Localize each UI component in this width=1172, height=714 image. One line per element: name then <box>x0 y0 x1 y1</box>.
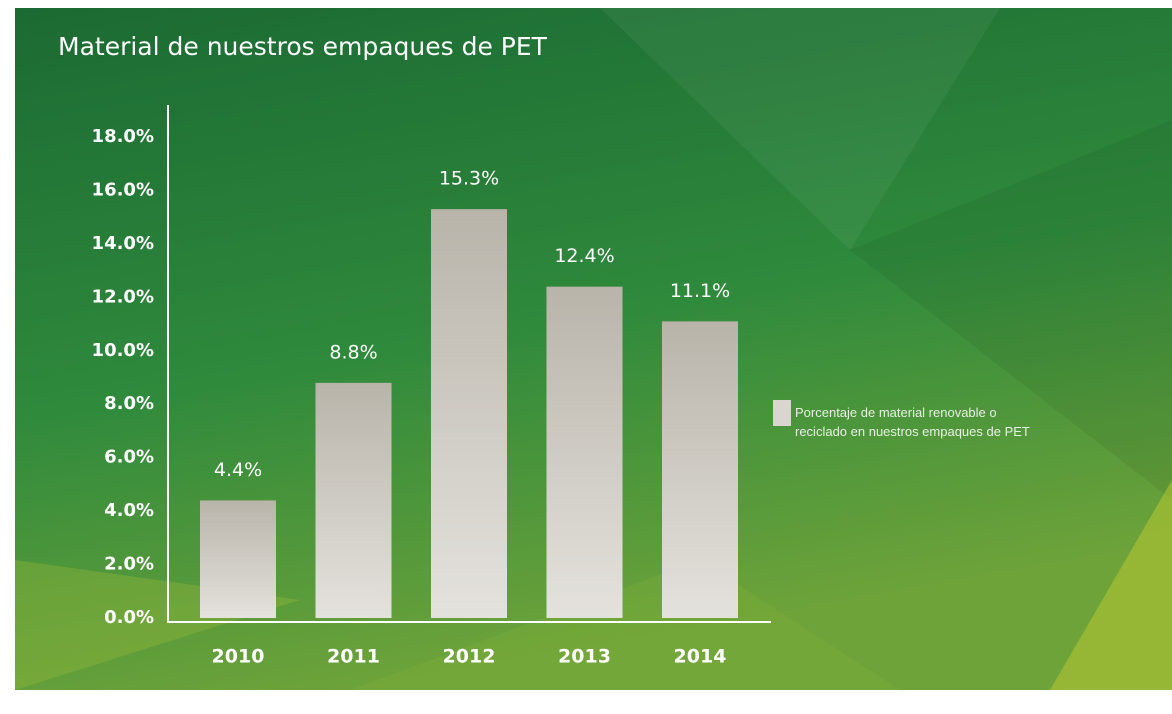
legend-label: Porcentaje de material renovable o recic… <box>795 405 1030 439</box>
y-tick-label: 8.0% <box>104 393 154 414</box>
value-label: 4.4% <box>214 459 262 481</box>
y-tick-label: 6.0% <box>104 447 154 468</box>
value-label: 12.4% <box>554 245 614 267</box>
bar <box>315 382 392 618</box>
bar <box>431 209 507 618</box>
x-tick-label: 2012 <box>443 646 496 668</box>
chart-title: Material de nuestros empaques de PET <box>58 32 548 61</box>
y-tick-label: 2.0% <box>104 554 154 575</box>
y-tick-label: 18.0% <box>92 126 154 147</box>
bar <box>200 500 276 618</box>
x-tick-label: 2013 <box>558 646 611 668</box>
value-label: 8.8% <box>329 341 377 363</box>
y-tick-label: 10.0% <box>92 340 154 361</box>
y-tick-label: 12.0% <box>92 286 154 307</box>
y-tick-label: 0.0% <box>104 607 154 628</box>
bg-shape <box>600 8 1000 250</box>
bg-shape <box>1050 480 1172 690</box>
x-tick-label: 2014 <box>674 646 727 668</box>
x-tick-label: 2011 <box>327 646 380 668</box>
bg-shape <box>350 560 900 690</box>
bar <box>546 286 623 618</box>
bg-shape <box>850 120 1172 500</box>
y-tick-label: 4.0% <box>104 500 154 521</box>
value-label: 15.3% <box>439 168 499 190</box>
x-tick-label: 2010 <box>212 646 265 668</box>
y-tick-label: 14.0% <box>92 233 154 254</box>
bar <box>662 321 738 618</box>
value-label: 11.1% <box>670 280 730 302</box>
legend-swatch <box>773 400 791 426</box>
y-tick-label: 16.0% <box>92 179 154 200</box>
